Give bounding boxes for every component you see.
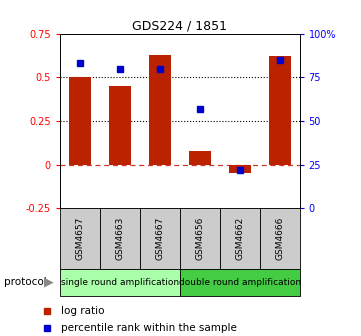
Text: percentile rank within the sample: percentile rank within the sample: [61, 323, 237, 333]
Text: ▶: ▶: [44, 276, 53, 289]
Text: GSM4663: GSM4663: [115, 217, 124, 260]
Title: GDS224 / 1851: GDS224 / 1851: [132, 19, 227, 33]
Text: GSM4662: GSM4662: [235, 217, 244, 260]
Text: GSM4666: GSM4666: [275, 217, 284, 260]
Bar: [140, 208, 180, 269]
Bar: [188, 151, 210, 165]
Bar: [100, 208, 140, 269]
Bar: [109, 86, 131, 165]
Bar: [180, 269, 300, 296]
Bar: [69, 77, 91, 165]
Bar: [60, 269, 180, 296]
Text: GSM4657: GSM4657: [75, 217, 84, 260]
Text: protocol: protocol: [4, 277, 46, 287]
Bar: [219, 208, 260, 269]
Text: GSM4656: GSM4656: [195, 217, 204, 260]
Bar: [260, 208, 300, 269]
Text: double round amplification: double round amplification: [179, 278, 301, 287]
Bar: [269, 56, 291, 165]
Text: log ratio: log ratio: [61, 306, 104, 316]
Bar: [149, 54, 171, 165]
Bar: [60, 208, 100, 269]
Bar: [180, 208, 219, 269]
Text: single round amplification: single round amplification: [61, 278, 179, 287]
Bar: [229, 165, 251, 173]
Text: GSM4667: GSM4667: [155, 217, 164, 260]
